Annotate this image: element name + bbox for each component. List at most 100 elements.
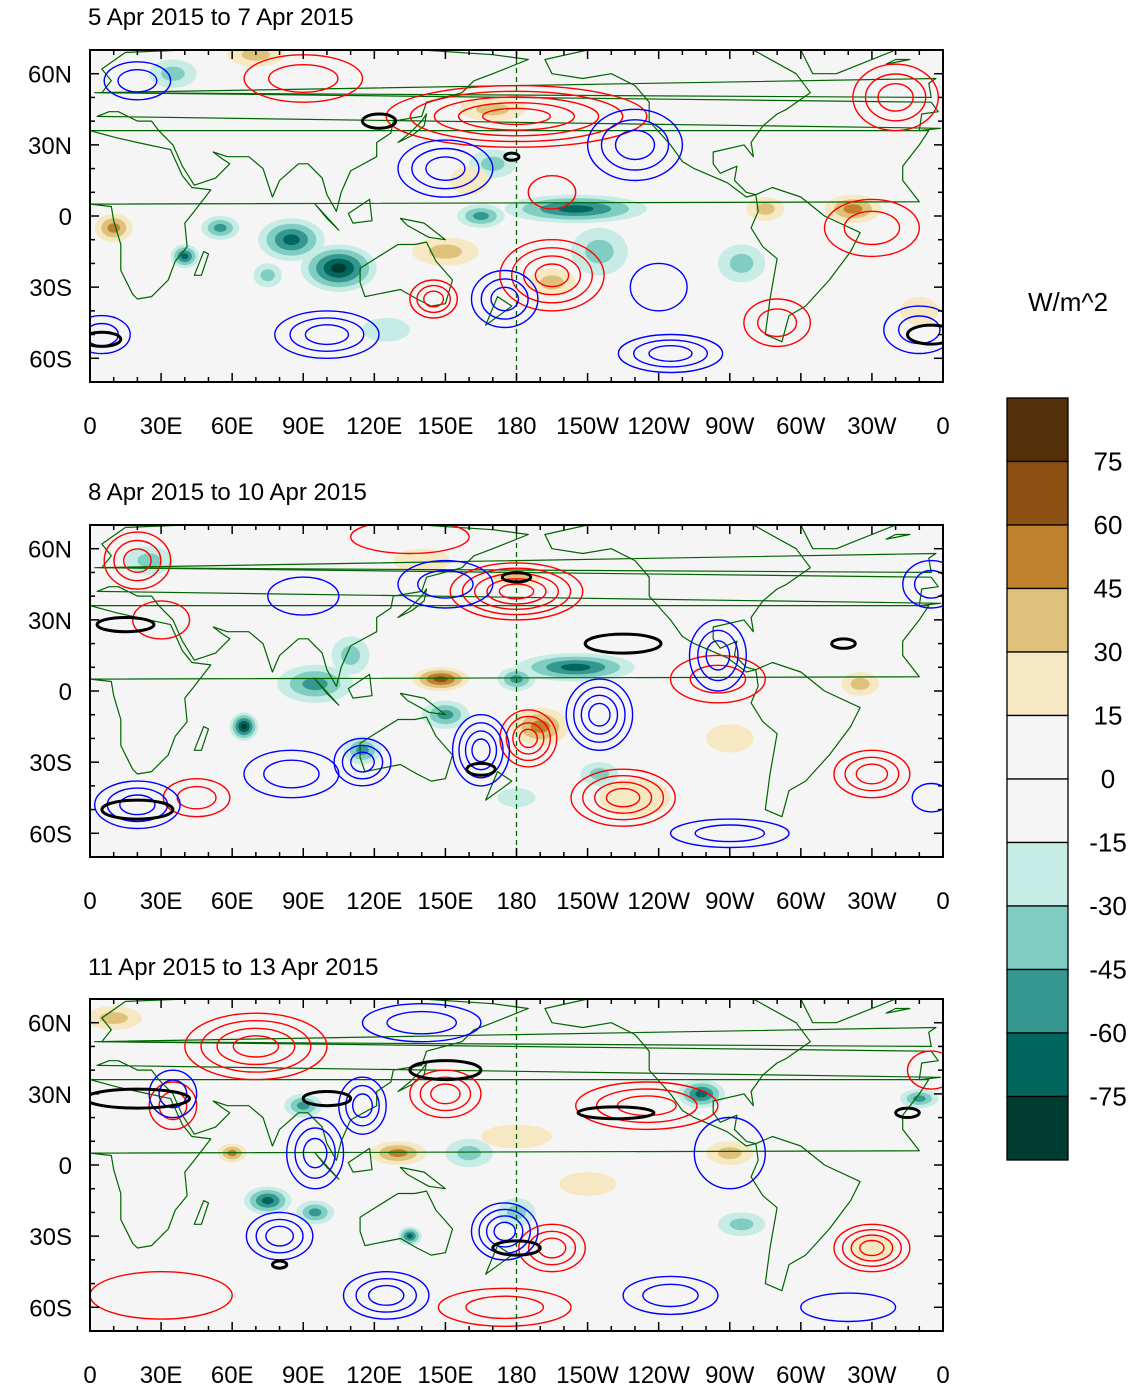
positive-contour-4	[409, 279, 458, 319]
anomaly-shading-19	[476, 103, 510, 116]
y-tick-label: 60S	[29, 821, 72, 848]
negative-contour-5	[633, 339, 709, 368]
x-tick-label: 0	[936, 888, 949, 915]
y-tick-label: 60N	[28, 62, 72, 89]
coastline-8	[485, 771, 513, 801]
negative-contour-8	[629, 262, 688, 312]
positive-contour-3	[512, 722, 545, 755]
coastline-14	[94, 1026, 937, 1047]
negative-contour-5	[341, 744, 384, 780]
coastline-6	[399, 1166, 446, 1190]
negative-contour-6	[103, 61, 172, 101]
colorbar-box	[1006, 460, 1069, 526]
positive-contour-2	[419, 1076, 472, 1112]
x-tick-label: 120E	[346, 888, 402, 915]
negative-contour-2	[265, 1225, 294, 1247]
zero-contour-2	[301, 1090, 353, 1108]
negative-contour-8	[694, 824, 766, 843]
anomaly-shading-21	[900, 296, 939, 326]
x-tick-label: 150W	[556, 1362, 619, 1389]
negative-contour-6	[386, 1010, 458, 1035]
coastline-13	[885, 1007, 911, 1014]
colorbar-tick-label: -60	[1089, 1018, 1127, 1048]
x-tick-label: 90W	[705, 1362, 755, 1389]
positive-contour-5	[743, 298, 811, 348]
colorbar-boxes: 75 60 45 30 15 0 -15 -30 -45 -60 -75	[1006, 397, 1127, 1161]
coastline-1	[90, 605, 930, 775]
negative-contour-3	[480, 278, 529, 320]
positive-contour-3	[595, 1088, 698, 1124]
colorbar-box	[1006, 714, 1069, 780]
coastline-9	[193, 1200, 210, 1225]
negative-contour-1	[411, 147, 480, 190]
coastline-9	[193, 726, 210, 751]
x-tick-label: 120W	[627, 413, 690, 440]
zero-contour-1	[95, 616, 156, 634]
coastline-14	[94, 77, 937, 98]
x-tick-label: 180	[496, 413, 536, 440]
anomaly-shading-1	[261, 1197, 274, 1205]
colorbar-box	[1006, 778, 1069, 844]
colorbar-box	[1006, 524, 1069, 590]
colorbar-box	[1006, 1032, 1069, 1098]
colorbar-tick-label: 45	[1094, 574, 1123, 604]
positive-contour-1	[486, 578, 547, 605]
negative-contour-7	[642, 1283, 699, 1308]
positive-contour-1	[449, 562, 584, 621]
panel-3-axes: 0 30E 60E 90E 120E 150E 180 150W 120W 90W 60W 30W 0 6…	[28, 998, 950, 1389]
zero-contour-4	[90, 330, 123, 348]
zero-contour-5	[830, 637, 857, 650]
positive-contour-3	[505, 715, 551, 762]
positive-contour-7	[148, 1081, 198, 1131]
negative-contour-4	[688, 619, 747, 692]
x-tick-label: 180	[496, 888, 536, 915]
anomaly-shading-8	[341, 645, 361, 665]
negative-contour-5	[350, 751, 375, 773]
coastline-6	[399, 692, 446, 716]
negative-contour-2	[600, 119, 670, 171]
negative-contour-9	[902, 559, 943, 609]
zero-contour-6	[100, 798, 175, 821]
negative-contour-4	[304, 324, 350, 346]
positive-contour-4	[527, 1230, 577, 1266]
x-tick-label: 30E	[140, 413, 183, 440]
positive-contour-2	[409, 1069, 482, 1119]
zero-contour-7	[894, 1106, 921, 1120]
x-tick-label: 0	[936, 413, 949, 440]
panel-1-contour-layer	[90, 54, 943, 374]
negative-contour-5	[648, 345, 693, 363]
coastline-11	[750, 1135, 861, 1292]
coastline-8	[485, 296, 513, 326]
positive-contour-7	[843, 210, 901, 246]
positive-contour-9	[132, 600, 191, 640]
coastline-5	[347, 1147, 373, 1173]
anomaly-shading-1	[241, 723, 247, 730]
positive-contour-5	[844, 756, 900, 792]
colorbar-tick-label: 30	[1094, 637, 1123, 667]
anomaly-shading-1	[181, 253, 189, 260]
coastline-12	[800, 50, 897, 75]
x-tick-label: 90E	[282, 1362, 325, 1389]
negative-contour-3	[573, 686, 626, 743]
colorbar-box	[1006, 1095, 1069, 1161]
negative-contour-3	[580, 694, 619, 735]
coastline-2	[96, 999, 942, 1161]
x-tick-label: 30E	[140, 888, 183, 915]
zero-contour-3	[465, 761, 497, 777]
anomaly-shading-16	[706, 724, 754, 753]
negative-contour-3	[367, 1284, 405, 1306]
coastline-6	[399, 217, 446, 241]
zero-contour-5	[576, 1105, 656, 1121]
anomaly-shading-11	[433, 676, 448, 683]
positive-contour-1	[216, 1027, 296, 1066]
coastline-5	[347, 673, 373, 699]
zero-contour-3	[408, 1059, 483, 1082]
anomaly-shading-16	[241, 50, 271, 61]
coastline-13	[885, 533, 911, 540]
x-tick-label: 60W	[776, 1362, 826, 1389]
negative-contour-5	[333, 737, 392, 787]
negative-contour-3	[342, 1271, 430, 1320]
negative-contour-10	[267, 576, 340, 616]
coastline-12	[800, 999, 897, 1024]
